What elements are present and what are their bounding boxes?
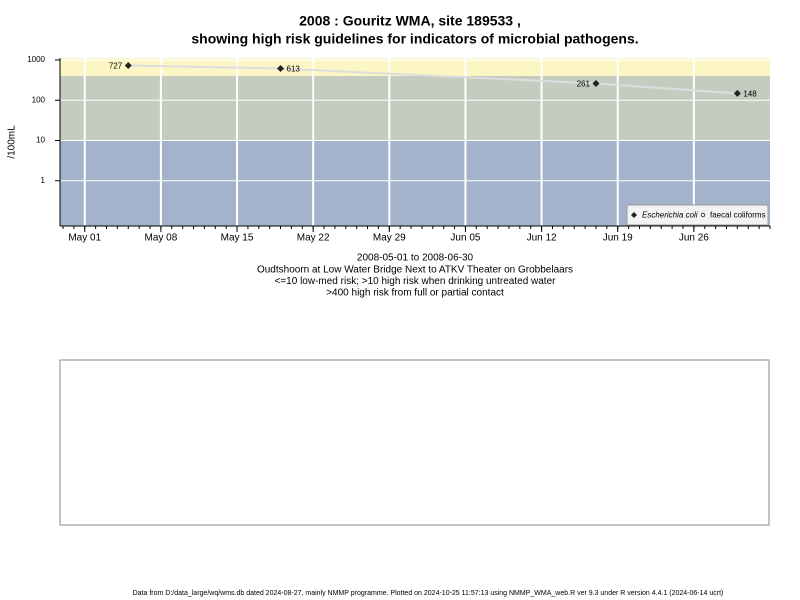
x-tick-label: May 15	[221, 233, 254, 244]
x-tick-label: Jun 19	[603, 233, 633, 244]
x-tick-label: May 08	[144, 233, 177, 244]
data-label: 261	[577, 80, 591, 89]
x-tick-label: Jun 05	[450, 233, 480, 244]
chart-title: 2008 : Gouritz WMA, site 189533 ,	[299, 13, 521, 29]
data-label: 727	[109, 62, 123, 71]
x-tick-label: May 29	[373, 233, 406, 244]
legend-label: faecal coliforms	[710, 211, 766, 220]
y-tick-label: 1000	[27, 55, 45, 64]
x-tick-label: Jun 12	[527, 233, 557, 244]
y-axis-label: /100mL	[7, 125, 18, 159]
y-tick-label: 10	[36, 136, 45, 145]
data-point	[592, 79, 600, 87]
legend-marker	[631, 212, 637, 218]
subtitle: <=10 low-med risk; >10 high risk when dr…	[275, 276, 557, 287]
x-tick-label: Jun 26	[679, 233, 709, 244]
legend-label: Escherichia coli	[642, 211, 698, 220]
data-point	[733, 89, 741, 97]
legend-box	[626, 204, 769, 226]
data-point	[277, 65, 285, 73]
series-line	[128, 64, 738, 95]
subtitle: Oudtshoorn at Low Water Bridge Next to A…	[257, 264, 573, 275]
x-tick-label: May 01	[68, 233, 101, 244]
empty-panel	[59, 359, 770, 526]
y-tick-label: 1	[41, 176, 46, 185]
subtitle: >400 high risk from full or partial cont…	[326, 288, 504, 299]
data-label: 613	[287, 65, 301, 74]
chart-title-line2: showing high risk guidelines for indicat…	[191, 31, 638, 47]
risk-band	[60, 75, 770, 141]
footer: Data from D:/data_large/wq/wms.db dated …	[133, 590, 724, 597]
subtitle: 2008-05-01 to 2008-06-30	[357, 253, 474, 264]
y-tick-label: 100	[32, 95, 46, 104]
data-label: 148	[743, 89, 757, 98]
legend-marker	[700, 212, 706, 218]
legend: Escherichia coli faecal coliforms	[626, 204, 769, 226]
data-point	[124, 62, 132, 70]
x-tick-label: May 22	[297, 233, 330, 244]
